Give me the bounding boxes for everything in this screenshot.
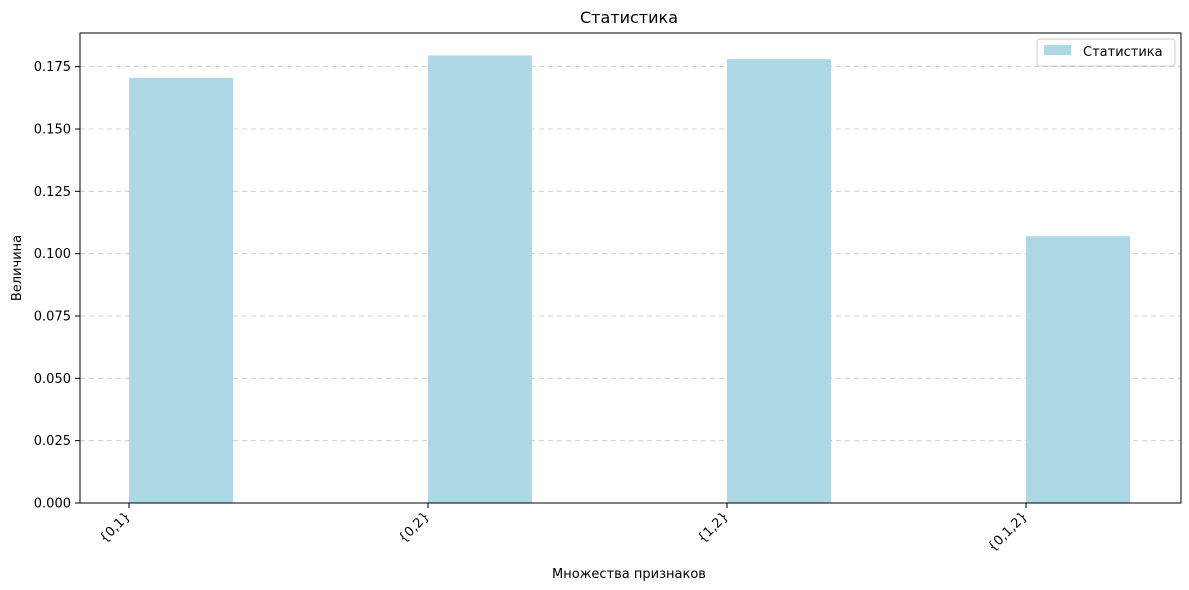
grid-lines	[80, 66, 1181, 442]
y-tick-label: 0.150	[34, 122, 71, 137]
x-tick-label: {0,1}	[97, 509, 134, 546]
chart-title: Статистика	[580, 8, 678, 27]
y-tick-label: 0.050	[34, 372, 71, 387]
y-tick-label: 0.000	[34, 497, 71, 512]
x-tick-label: {0,1,2}	[985, 509, 1031, 555]
y-axis-label: Величина	[10, 235, 25, 301]
y-tick-label: 0.025	[34, 434, 71, 449]
bars	[129, 55, 1130, 504]
bar	[428, 55, 532, 504]
legend-label: Статистика	[1083, 45, 1163, 60]
x-axis-label: Множества признаков	[552, 567, 706, 582]
legend: Статистика	[1036, 38, 1176, 67]
x-tick-label: {0,2}	[396, 509, 433, 546]
legend-swatch	[1044, 45, 1071, 55]
y-tick-label: 0.100	[34, 247, 71, 262]
y-tick-label: 0.175	[34, 60, 71, 75]
plot-frame	[79, 32, 1182, 504]
y-tick-label: 0.075	[34, 309, 71, 324]
y-axis: 0.000 0.025 0.050 0.075 0.100 0.125 0.150 0.175	[34, 60, 80, 512]
y-tick-label: 0.125	[34, 185, 71, 200]
bar	[727, 59, 831, 504]
x-axis: {0,1} {0,2} {1,2} {0,1,2}	[97, 503, 1031, 555]
legend-box	[1036, 38, 1176, 67]
bar	[129, 77, 233, 503]
x-tick-label: {1,2}	[695, 509, 732, 546]
bar	[1026, 236, 1130, 504]
